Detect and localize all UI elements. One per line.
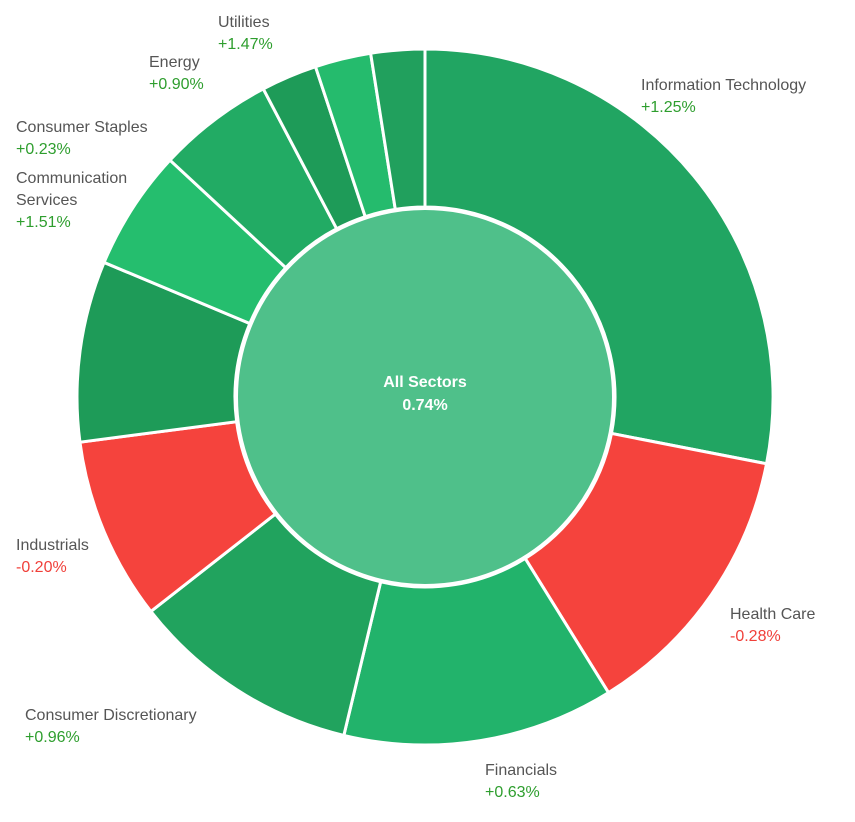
- sector-name: Industrials: [16, 537, 89, 554]
- label-financials: Financials +0.63%: [485, 760, 557, 804]
- sector-change: +1.47%: [218, 36, 273, 53]
- sector-change: +0.96%: [25, 729, 80, 746]
- label-communication-services: Communication Services +1.51%: [16, 168, 156, 234]
- sector-change: +0.63%: [485, 784, 540, 801]
- sector-name: Energy: [149, 54, 200, 71]
- sector-name: Utilities: [218, 14, 270, 31]
- sector-change: +1.25%: [641, 99, 696, 116]
- label-consumer-discretionary: Consumer Discretionary +0.96%: [25, 705, 197, 749]
- sector-change: +0.90%: [149, 76, 204, 93]
- sector-change: -0.28%: [730, 628, 781, 645]
- sector-segment-health-care[interactable]: [523, 431, 769, 695]
- sector-name: Consumer Discretionary: [25, 707, 197, 724]
- center-change: 0.74%: [402, 397, 448, 414]
- sector-change: +0.23%: [16, 141, 71, 158]
- sector-name: Communication Services: [16, 170, 128, 209]
- sector-name: Health Care: [730, 606, 816, 623]
- label-utilities: Utilities +1.47%: [218, 12, 273, 56]
- sector-segment-unlabeled-10[interactable]: [368, 47, 427, 212]
- label-industrials: Industrials -0.20%: [16, 535, 89, 579]
- sector-name: Consumer Staples: [16, 119, 148, 136]
- label-health-care: Health Care -0.28%: [730, 604, 815, 648]
- label-information-technology: Information Technology +1.25%: [641, 75, 806, 119]
- sector-name: Financials: [485, 762, 558, 779]
- all-sectors-center[interactable]: [236, 208, 614, 586]
- sector-name: Information Technology: [641, 77, 807, 94]
- label-energy: Energy +0.90%: [149, 52, 204, 96]
- sector-change: -0.20%: [16, 559, 67, 576]
- sector-segment-information-technology[interactable]: [423, 47, 775, 466]
- center-title: All Sectors: [383, 374, 467, 391]
- sector-change: +1.51%: [16, 214, 71, 231]
- center-label: All Sectors 0.74%: [325, 371, 525, 417]
- label-consumer-staples: Consumer Staples +0.23%: [16, 117, 148, 161]
